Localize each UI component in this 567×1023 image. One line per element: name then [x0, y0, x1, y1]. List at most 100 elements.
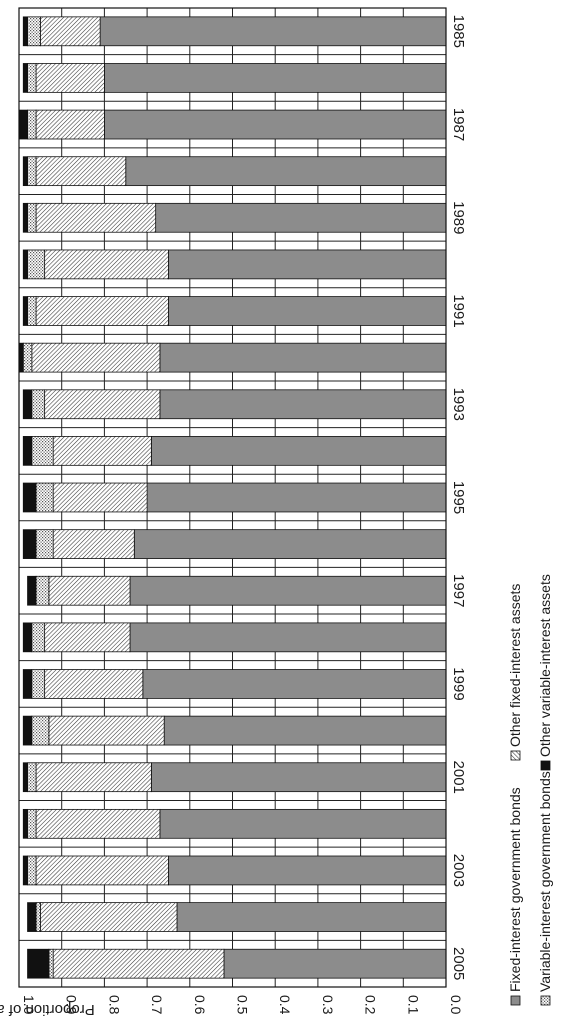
year-label: 1993: [450, 388, 467, 421]
bar-segment-1988-series-3: [27, 156, 37, 187]
legend-swatch: [510, 750, 521, 761]
bar-segment-1985-series-4: [22, 16, 28, 47]
year-labels: 1985 1987 1989 1991 1993 1995 1997 1999 2001 2003…: [450, 15, 467, 981]
bar-segment-1985-series-1: [99, 16, 447, 47]
bar-segment-2000-series-3: [31, 715, 50, 746]
bar-segment-1993-series-4: [22, 389, 33, 420]
bar-segment-1986-series-4: [22, 63, 28, 93]
legend: Fixed-interest government bonds Other fix…: [507, 574, 553, 1006]
bar-segment-1987-series-2: [35, 109, 105, 140]
tick-label: 1.0: [21, 995, 37, 1015]
bar-segment-1990-series-2: [44, 249, 169, 280]
legend-swatch: [510, 995, 521, 1006]
bar-segment-1989-series-2: [35, 202, 157, 233]
bar-segment-1989-series-4: [22, 202, 28, 233]
legend-label: Fixed-interest government bonds: [507, 787, 523, 992]
year-label: 1985: [450, 15, 467, 48]
bar-segment-1996-series-3: [35, 529, 54, 559]
bar-segment-2002-series-1: [159, 808, 447, 839]
bar-segment-1990-series-3: [27, 249, 46, 280]
bar-segment-1999-series-3: [31, 669, 46, 699]
bar-segment-1992-series-1: [159, 342, 447, 373]
bar-segment-2003-series-4: [22, 855, 28, 886]
bar-segment-1989-series-1: [155, 202, 447, 233]
year-label: 1999: [450, 667, 467, 700]
bar-segment-1993-series-1: [159, 389, 447, 420]
tick-label: 0.0: [448, 995, 464, 1015]
legend-label: Other variable-interest assets: [537, 574, 553, 757]
bar-segment-1997-series-2: [48, 575, 131, 606]
bar-segment-1998-series-2: [44, 622, 131, 653]
bar-segment-1998-series-4: [22, 622, 33, 653]
year-label: 1989: [450, 201, 467, 234]
bar-segment-1986-series-2: [35, 63, 105, 93]
bar-segment-2003-series-2: [35, 855, 169, 886]
bar-segment-2001-series-3: [27, 762, 37, 793]
bar-segment-1988-series-2: [35, 156, 127, 187]
bar-segment-1992-series-3: [22, 342, 33, 373]
year-label: 1987: [450, 108, 467, 141]
bar-segment-1990-series-4: [22, 249, 28, 280]
bar-segment-1985-series-2: [39, 16, 101, 47]
bar-segment-2003-series-1: [168, 855, 447, 886]
bar-segment-1989-series-3: [27, 202, 37, 233]
bar-segment-1991-series-4: [22, 296, 28, 326]
bar-segment-1996-series-4: [22, 529, 37, 559]
year-label: 1991: [450, 294, 467, 327]
bar-segment-1995-series-4: [22, 482, 37, 513]
bar-segment-2001-series-1: [150, 762, 447, 793]
bar-segment-2005-series-2: [52, 948, 225, 979]
bar-segment-2002-series-3: [27, 808, 37, 839]
bar-segment-1990-series-1: [168, 249, 447, 280]
bar-segment-1988-series-1: [125, 156, 447, 187]
year-label: 1997: [450, 574, 467, 607]
bar-segment-1987-series-1: [104, 109, 447, 140]
bar-segment-1996-series-2: [52, 529, 135, 559]
bar-segment-2004-series-2: [39, 902, 178, 932]
bar-segment-1993-series-2: [44, 389, 161, 420]
tick-label: 0.6: [192, 995, 208, 1015]
bar-segment-2004-series-1: [176, 902, 447, 932]
bar-segment-2001-series-4: [22, 762, 28, 793]
bar-segment-1997-series-1: [129, 575, 447, 606]
bar-segment-1991-series-2: [35, 296, 169, 326]
bar-segment-1995-series-2: [52, 482, 148, 513]
bar-segment-2000-series-1: [163, 715, 447, 746]
tick-label: 0.9: [64, 995, 80, 1015]
bar-segment-1997-series-3: [35, 575, 50, 606]
year-label: 2005: [450, 947, 467, 980]
tick-label: 0.7: [149, 995, 165, 1015]
tick-label: 0.2: [363, 995, 379, 1015]
bar-segment-1999-series-4: [22, 669, 33, 699]
bar-segment-1994-series-2: [52, 436, 152, 466]
bar-segment-2001-series-2: [35, 762, 152, 793]
bars: [18, 16, 447, 979]
tick-label: 0.8: [106, 995, 122, 1015]
tick-label: 0.5: [235, 995, 251, 1015]
legend-swatch: [540, 760, 551, 771]
bar-segment-2005-series-1: [223, 948, 447, 979]
bar-segment-1993-series-3: [31, 389, 46, 420]
bar-segment-2003-series-3: [27, 855, 37, 886]
plot-border: [18, 7, 447, 988]
legend-entry: Fixed-interest government bonds: [507, 787, 523, 1006]
bar-segment-1997-series-4: [27, 575, 37, 606]
bar-segment-1998-series-3: [31, 622, 46, 653]
legend-label: Other fixed-interest assets: [507, 584, 523, 747]
bar-segment-1992-series-2: [31, 342, 161, 373]
plot-frame: [18, 7, 447, 988]
bar-segment-2004-series-4: [27, 902, 37, 932]
bar-segment-1986-series-1: [104, 63, 447, 93]
bar-segment-1995-series-3: [35, 482, 54, 513]
bar-segment-2005-series-3: [48, 948, 54, 979]
bar-segment-1994-series-3: [31, 436, 54, 466]
year-label: 1995: [450, 481, 467, 514]
bar-segment-1995-series-1: [146, 482, 447, 513]
bar-segment-1988-series-4: [22, 156, 28, 187]
legend-entry: Other fixed-interest assets: [507, 584, 523, 761]
y-axis-label: Proportion of assets: [0, 1001, 95, 1018]
tick-label: 0.3: [320, 995, 336, 1015]
ticks: 1.0 0.9 0.8 0.7 0.6 0.5 0.4 0.3 0.2 0.1 0.0: [21, 995, 464, 1015]
bar-segment-1994-series-1: [150, 436, 447, 466]
